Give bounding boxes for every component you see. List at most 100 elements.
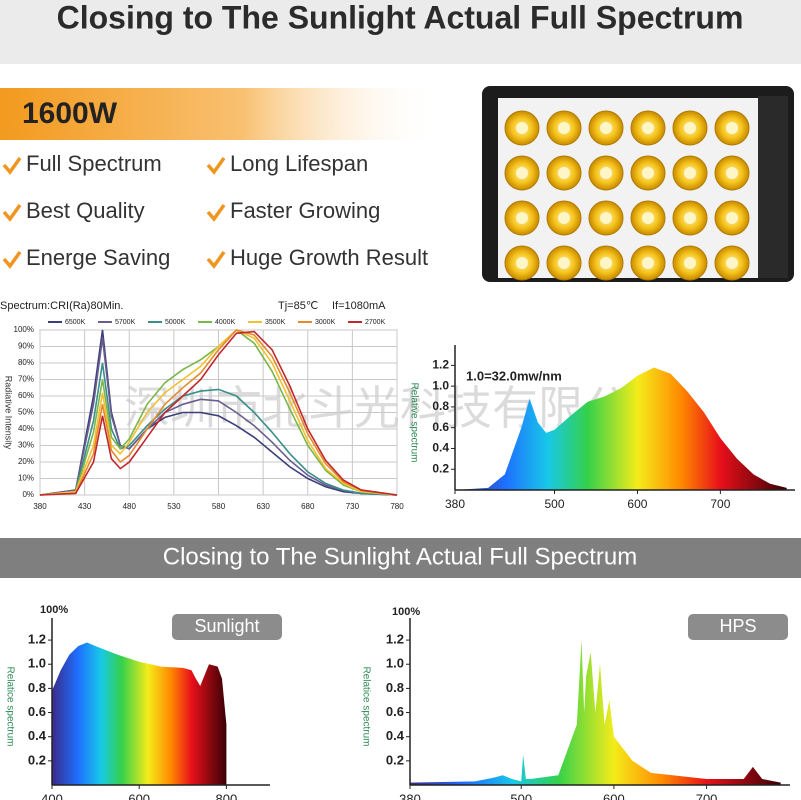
chart: 100% HPS Relatice spectrum 0.2 0.4 0.6 0.8 1.0 1… bbox=[360, 606, 790, 800]
annotation: 1.0=32.0mw/nm bbox=[466, 368, 562, 383]
led-center bbox=[558, 212, 570, 224]
y-tick-label: 0.6 bbox=[432, 420, 449, 434]
annotation: If=1080mA bbox=[332, 300, 386, 312]
x-tick-label: 600 bbox=[627, 497, 647, 511]
led-center bbox=[516, 212, 528, 224]
led-center bbox=[558, 167, 570, 179]
x-tick-label: 700 bbox=[710, 497, 730, 511]
legend-label: 3000K bbox=[315, 319, 336, 326]
x-tick-label: 600 bbox=[603, 791, 625, 800]
y-tick-label: 0.8 bbox=[432, 399, 449, 413]
y-tick-label: 20% bbox=[18, 457, 34, 466]
x-tick-label: 500 bbox=[544, 497, 564, 511]
led-center bbox=[558, 257, 570, 269]
led-center bbox=[684, 257, 696, 269]
y-tick-label: 1.2 bbox=[386, 632, 404, 647]
badge-bg bbox=[172, 614, 282, 640]
check-icon bbox=[206, 203, 226, 222]
legend-label: 4000K bbox=[215, 319, 236, 326]
x-tick-label: 730 bbox=[346, 502, 360, 511]
x-tick-label: 780 bbox=[390, 502, 404, 511]
y-tick-label: 70% bbox=[18, 375, 34, 384]
y-tick-label: 90% bbox=[18, 342, 34, 351]
led-center bbox=[600, 257, 612, 269]
led-center bbox=[516, 167, 528, 179]
check-icon bbox=[206, 250, 226, 269]
legend-label: 5000K bbox=[165, 319, 186, 326]
y-tick-label: 1.2 bbox=[28, 632, 46, 647]
led-center bbox=[726, 212, 738, 224]
badge: HPS bbox=[719, 616, 756, 636]
chart: 100% Sunlight Relatice spectrum 0.2 0.4 0.6 0.… bbox=[4, 604, 282, 800]
x-tick-label: 430 bbox=[78, 502, 92, 511]
y-tick-label: 30% bbox=[18, 441, 34, 450]
y-tick-label: 0.2 bbox=[432, 461, 449, 475]
y-tick-label: 1.2 bbox=[432, 358, 449, 372]
y-axis-label: Radiative Intensity bbox=[4, 376, 14, 450]
annotation: Tj=85℃ bbox=[278, 300, 318, 312]
y-tick-label: 1.0 bbox=[386, 656, 404, 671]
y-tick-label: 80% bbox=[18, 358, 34, 367]
legend-label: 5700K bbox=[115, 319, 136, 326]
led-grid bbox=[504, 110, 750, 281]
spectrum-line bbox=[39, 362, 398, 496]
legend-label: 3500K bbox=[265, 319, 286, 326]
x-tick-label: 680 bbox=[301, 502, 315, 511]
power: 1600W bbox=[22, 97, 118, 130]
y-axis-label: Relatice spectrum bbox=[360, 666, 371, 746]
page-title: Closing to The Sunlight Actual Full Spec… bbox=[57, 0, 744, 35]
led-center bbox=[516, 257, 528, 269]
x-tick-label: 530 bbox=[167, 502, 181, 511]
y-tick-label: 0.4 bbox=[386, 728, 405, 743]
y-tick-label: 0.6 bbox=[386, 704, 404, 719]
check-icon bbox=[206, 156, 226, 175]
spectrum-line bbox=[39, 329, 398, 496]
feature: Full Spectrum bbox=[26, 151, 162, 176]
lamp bbox=[482, 86, 794, 282]
x-tick-label: 800 bbox=[216, 791, 238, 800]
feature: Long Lifespan bbox=[230, 151, 368, 176]
led-center bbox=[642, 122, 654, 134]
spectrum-line bbox=[39, 338, 398, 496]
y-tick-label: 0.8 bbox=[28, 680, 46, 695]
spectrum-area bbox=[455, 367, 787, 490]
y-tick-label: 60% bbox=[18, 391, 34, 400]
led-center bbox=[726, 167, 738, 179]
spectrum-line bbox=[39, 329, 398, 496]
led-center bbox=[516, 122, 528, 134]
banner bbox=[0, 538, 801, 578]
x-tick-label: 400 bbox=[41, 791, 63, 800]
lamp-side bbox=[758, 96, 788, 278]
x-tick-label: 380 bbox=[445, 497, 465, 511]
power-strip bbox=[0, 88, 440, 140]
check-icon bbox=[2, 250, 22, 269]
annotation: 100% bbox=[40, 604, 68, 616]
y-tick-label: 40% bbox=[18, 424, 34, 433]
x-tick-label: 380 bbox=[33, 502, 47, 511]
badge: Sunlight bbox=[194, 616, 259, 636]
spectrum-area bbox=[52, 642, 227, 785]
x-tick-label: 700 bbox=[696, 791, 718, 800]
legend-label: 2700K bbox=[365, 319, 386, 326]
check-icon bbox=[2, 156, 22, 175]
led-center bbox=[558, 122, 570, 134]
feature: Best Quality bbox=[26, 198, 145, 223]
features: Full Spectrum Long Lifespan Best Quality Fa… bbox=[2, 151, 428, 270]
feature: Faster Growing bbox=[230, 198, 380, 223]
spectrum-area bbox=[410, 640, 781, 785]
y-tick-label: 0.8 bbox=[386, 680, 404, 695]
led-center bbox=[684, 167, 696, 179]
legend-label: 6500K bbox=[65, 319, 86, 326]
y-tick-label: 0.4 bbox=[432, 441, 449, 455]
chart: Spectrum:CRI(Ra)80Min. Tj=85℃ If=1080mA Rad… bbox=[0, 300, 404, 511]
x-tick-label: 480 bbox=[123, 502, 137, 511]
led-center bbox=[600, 167, 612, 179]
y-tick-label: 1.0 bbox=[28, 656, 46, 671]
y-tick-label: 50% bbox=[18, 408, 34, 417]
chart: 1.0=32.0mw/nm Relative spectrum 0.2 0.4 0.6 0… bbox=[408, 345, 795, 511]
led-center bbox=[726, 257, 738, 269]
led-center bbox=[600, 212, 612, 224]
led-center bbox=[642, 212, 654, 224]
led-center bbox=[642, 257, 654, 269]
